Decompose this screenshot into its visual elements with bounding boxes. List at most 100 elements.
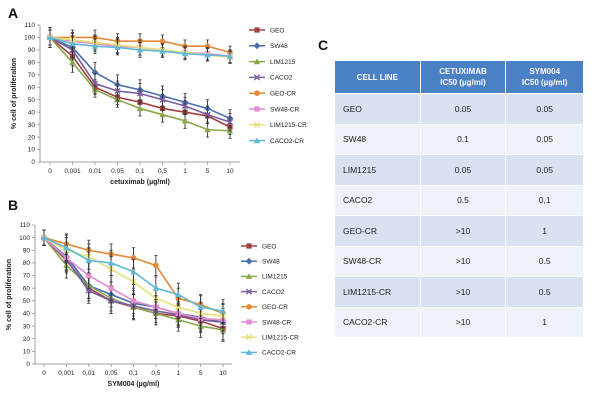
y-tick-label: 100 [24,35,35,42]
data-point [69,59,76,65]
data-point [175,304,182,311]
legend-label: SW48 [262,259,280,266]
cell-line-name: CACO2 [334,184,421,216]
data-point-stroke-b [159,96,166,103]
y-tick-label: 30 [28,122,36,129]
header-sym004-label: SYM004 [529,67,561,76]
sym004-ic50-value: 0.5 [505,276,584,308]
header-sym004-unit: IC50 (µg/ml) [521,78,568,87]
legend-swatch-marker [254,27,260,33]
y-tick-label: 20 [28,134,36,141]
data-point-stroke-b [175,304,182,311]
header-cetuximab-unit: IC50 (µg/ml) [440,78,486,87]
table-row: LIM1215 0.05 0,05 [334,154,584,186]
legend-swatch-marker [246,319,252,325]
y-tick-label: 60 [28,84,36,91]
legend-item: CACO2-CR [241,349,296,357]
y-tick-label: 80 [23,260,31,267]
header-cetuximab-ic50: CETUXIMAB IC50 (µg/ml) [419,60,507,94]
y-tick-label: 110 [20,222,31,229]
data-point [40,234,48,241]
x-tick-label: 0,1 [129,370,138,377]
y-tick-label: 50 [23,298,31,305]
data-point [181,102,189,110]
data-point [130,268,137,275]
legend-item: SW48-CR [249,106,300,113]
y-axis-title: % cell of proliferation [6,259,13,330]
sym004-ic50-value: 0.05 [505,123,584,155]
data-point [204,51,211,58]
legend-swatch-marker [245,288,253,295]
y-tick-label: 80 [28,60,36,67]
data-point [181,50,189,57]
table-row: GEO 0.05 0.05 [334,93,584,125]
data-point [159,38,166,44]
table-row: GEO-CR >10 1 [334,215,584,247]
table-row: CACO2-CR >10 1 [334,306,584,338]
legend-swatch-marker [253,137,261,144]
x-tick-label: 5 [206,168,210,175]
x-tick-label: 5 [199,370,203,377]
legend-label: LIM1215 [262,274,288,281]
data-point-stroke-b [204,111,211,118]
y-tick-label: 70 [23,273,31,280]
legend-swatch-marker [245,334,253,341]
data-point [114,87,121,95]
legend-item: GEO-CR [241,304,288,311]
cell-line-name: SW48 [334,123,421,155]
y-tick-label: 100 [19,235,30,242]
legend-swatch-marker [253,42,261,50]
x-tick-label: 10 [219,370,227,377]
data-point [204,111,211,118]
cetuximab-ic50-value: 0.05 [419,93,507,125]
x-tick-label: 0 [48,168,52,175]
legend-swatch-marker-stroke-b [245,288,253,295]
data-point-stroke-b [85,287,92,294]
data-point [197,303,204,310]
data-point [91,42,99,49]
legend-label: CACO2 [262,289,285,296]
legend-swatch-marker [246,243,252,249]
data-point [175,291,182,298]
y-tick-label: 40 [28,109,36,116]
data-point-stroke-b [226,119,234,126]
cell-line-name: GEO-CR [334,215,421,247]
legend-swatch-marker [245,349,253,355]
data-point [159,96,166,103]
legend-swatch-marker [253,74,261,81]
series-caco2-cr [40,229,227,323]
legend-item: GEO-CR [249,90,296,98]
legend-item: SW48 [249,42,288,50]
y-tick-label: 90 [28,47,36,54]
x-tick-label: 0,05 [105,370,118,377]
legend-swatch-marker [245,273,253,279]
table-row: SW48 0.1 0.05 [334,123,584,155]
data-point [85,257,92,263]
x-tick-label: 1 [183,168,187,175]
y-tick-label: 70 [28,72,36,79]
cetuximab-ic50-value: >10 [419,215,507,247]
sym004-ic50-value: 1 [505,215,584,247]
legend-label: CACO2-CR [262,350,296,357]
panel-letter-c: C [318,37,328,53]
data-point [63,244,70,251]
table-header-row: CELL LINE CETUXIMAB IC50 (µg/ml) SYM004 … [334,60,584,94]
sym004-ic50-value: 0,05 [505,154,584,186]
x-tick-label: 0,01 [89,168,102,175]
legend-item: GEO [249,27,284,34]
legend-label: GEO [270,27,284,34]
data-point [219,307,227,314]
legend-item: CACO2-CR [249,137,304,145]
data-point [108,285,114,291]
data-point [136,105,144,112]
legend-label: CACO2-CR [270,138,304,145]
legend-swatch-marker [253,121,261,128]
x-tick-label: 0,05 [111,168,124,175]
data-point [153,262,159,269]
table-row: CACO2 0.5 0,1 [334,184,584,216]
legend-label: GEO [262,243,276,250]
cell-line-name: LIM1215-CR [334,276,421,308]
